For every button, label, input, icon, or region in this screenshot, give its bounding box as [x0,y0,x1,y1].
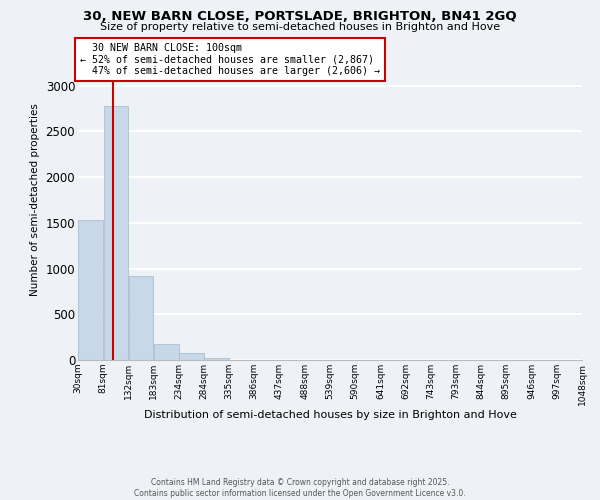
Text: 30, NEW BARN CLOSE, PORTSLADE, BRIGHTON, BN41 2GQ: 30, NEW BARN CLOSE, PORTSLADE, BRIGHTON,… [83,10,517,23]
Bar [204,358,229,360]
Y-axis label: Number of semi-detached properties: Number of semi-detached properties [30,104,40,296]
Text: Size of property relative to semi-detached houses in Brighton and Hove: Size of property relative to semi-detach… [100,22,500,32]
Bar [154,344,179,360]
Bar [179,353,203,360]
Text: Contains HM Land Registry data © Crown copyright and database right 2025.
Contai: Contains HM Land Registry data © Crown c… [134,478,466,498]
Bar [129,276,154,360]
Text: 30 NEW BARN CLOSE: 100sqm
← 52% of semi-detached houses are smaller (2,867)
  47: 30 NEW BARN CLOSE: 100sqm ← 52% of semi-… [80,43,380,76]
X-axis label: Distribution of semi-detached houses by size in Brighton and Hove: Distribution of semi-detached houses by … [143,410,517,420]
Bar [104,106,128,360]
Bar [78,220,103,360]
